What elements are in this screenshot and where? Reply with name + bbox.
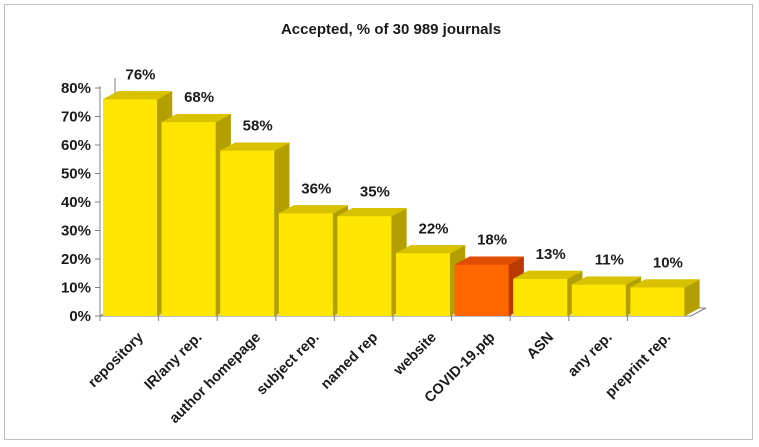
chart-title: Accepted, % of 30 989 journals — [281, 21, 501, 38]
y-tick-label: 20% — [61, 251, 91, 268]
category-label: website — [390, 330, 440, 380]
data-label: 58% — [243, 118, 273, 135]
data-labels: 76% 68% 58% 36% 35% 22% 18% 13% 11% 10% — [125, 66, 682, 271]
bar-chart: Accepted, % of 30 989 journals 0% 10% 20% 3… — [61, 21, 707, 427]
bar-front — [571, 284, 626, 316]
y-tick-label: 70% — [61, 109, 91, 126]
bar-front — [396, 253, 450, 316]
data-label: 68% — [184, 89, 214, 106]
data-label: 35% — [360, 183, 390, 200]
category-label: any rep. — [565, 330, 616, 381]
data-label: 22% — [418, 220, 448, 237]
bar — [630, 279, 700, 317]
chart-frame: Accepted, % of 30 989 journals 0% 10% 20% 3… — [4, 4, 753, 440]
y-tick-label: 60% — [61, 137, 91, 154]
bar-front — [220, 150, 275, 316]
bar-front — [513, 278, 568, 316]
data-label: 18% — [477, 232, 507, 249]
category-label: ASN — [524, 330, 557, 363]
bar-front — [161, 122, 216, 316]
bar-front — [454, 264, 509, 316]
y-tick-label: 50% — [61, 166, 91, 183]
y-tick-label: 80% — [61, 80, 91, 97]
bar — [337, 207, 407, 317]
bar-front — [103, 99, 157, 317]
data-label: 11% — [595, 252, 624, 269]
data-label: 76% — [125, 66, 155, 83]
category-label: subject rep. — [254, 330, 323, 399]
bar-front — [278, 213, 333, 316]
y-axis-ticks: 0% 10% 20% 30% 40% 50% 60% 70% 80% — [61, 80, 100, 325]
y-tick-label: 40% — [61, 194, 91, 211]
data-label: 36% — [301, 180, 331, 197]
y-tick-label: 30% — [61, 223, 91, 240]
bar-front — [337, 216, 392, 316]
data-label: 13% — [536, 246, 566, 263]
data-label: 10% — [653, 255, 683, 272]
category-label: named rep — [318, 329, 381, 392]
bar-front — [630, 287, 685, 316]
category-label: repository — [85, 330, 146, 391]
bars — [102, 90, 700, 317]
y-tick-label: 0% — [69, 308, 91, 325]
y-tick-label: 10% — [61, 280, 91, 297]
category-label: IR/any rep. — [142, 330, 206, 394]
